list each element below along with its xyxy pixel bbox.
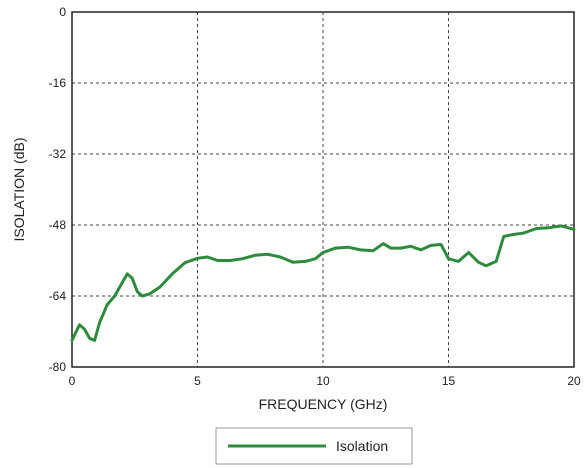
y-tick-label: -16 (49, 76, 67, 90)
x-axis-label: FREQUENCY (GHz) (259, 396, 388, 412)
x-tick-label: 15 (442, 374, 456, 388)
plot-frame (71, 11, 575, 368)
legend: Isolation (215, 427, 413, 465)
x-tick-label: 0 (69, 374, 76, 388)
series-line-isolation (70, 224, 576, 342)
series-lines (70, 224, 576, 342)
y-tick-labels: 0 -16 -32 -48 -64 -80 (49, 5, 67, 374)
x-tick-label: 10 (316, 374, 330, 388)
x-tick-label: 5 (194, 374, 201, 388)
grid-lines (72, 12, 574, 367)
y-tick-label: -32 (49, 147, 67, 161)
x-tick-labels: 0 5 10 15 20 (69, 374, 581, 388)
legend-label-isolation: Isolation (336, 438, 388, 454)
y-tick-label: -80 (49, 360, 67, 374)
y-tick-label: 0 (59, 5, 66, 19)
y-axis-label: ISOLATION (dB) (11, 138, 27, 242)
x-tick-label: 20 (567, 374, 581, 388)
y-tick-label: -48 (49, 218, 67, 232)
y-tick-label: -64 (49, 289, 67, 303)
